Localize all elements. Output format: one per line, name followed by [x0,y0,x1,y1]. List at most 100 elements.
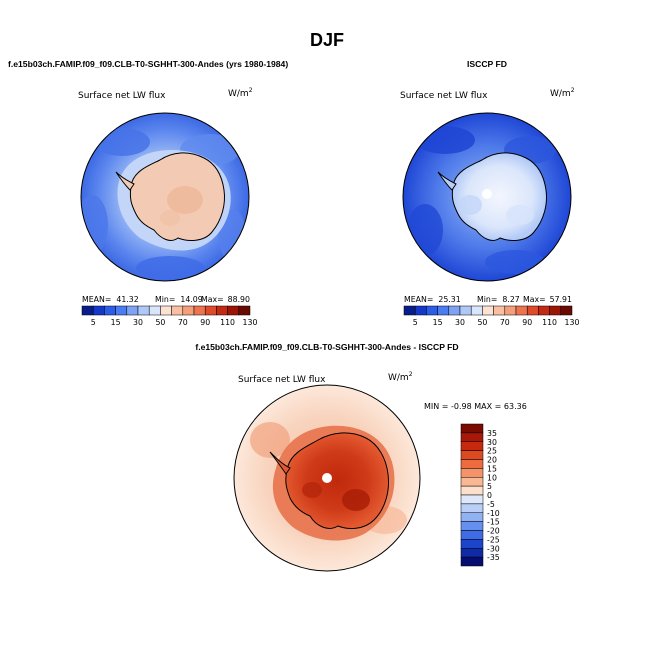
diff-polar-map [234,385,420,571]
model-colorbar-tick-label: 70 [178,318,188,327]
obs-colorbar-tick-label: 30 [455,318,465,327]
obs-colorbar-tick-label: 15 [433,318,443,327]
diff-colorbar-swatch [460,521,484,531]
model-min-label: Min= [155,295,175,304]
model-colorbar-swatch [204,305,217,316]
model-colorbar-tick-label: 5 [91,318,96,327]
obs-colorbar-swatch [515,305,528,316]
diff-colorbar-swatch [460,556,484,567]
model-colorbar-tick-label: 30 [133,318,143,327]
obs-colorbar-tick-label: 70 [500,318,510,327]
diff-colorbar-tick-label: 25 [487,447,497,456]
model-panel-header: f.e15b03ch.FAMIP.f09_f09.CLB-T0-SGHHT-30… [8,59,288,69]
diff-colorbar-swatch [460,539,484,549]
model-colorbar-swatch [148,305,161,316]
model-min-value: 14.09 [180,295,202,304]
diff-colorbar-tick-label: -15 [487,518,500,527]
diff-colorbar-tick-label: -30 [487,544,500,553]
obs-mean-label: MEAN= [404,295,433,304]
diff-colorbar-swatch [460,548,484,558]
diff-colorbar-tick-label: 35 [487,429,497,438]
diff-colorbar-tick-label: -35 [487,553,500,562]
model-colorbar-swatch [160,305,172,316]
model-colorbar-swatch [104,305,116,316]
model-polar-map [81,113,249,281]
model-colorbar-swatch [216,305,228,316]
diff-colorbar-swatch [460,423,484,434]
diff-colorbar-swatch [460,512,484,522]
obs-min-label: Min= [477,295,497,304]
obs-colorbar-swatch [560,305,573,316]
model-max-value: 88.90 [228,295,250,304]
model-colorbar-tick-label: 130 [243,318,258,327]
model-colorbar-tick-label: 15 [111,318,121,327]
obs-colorbar-swatch [526,305,539,316]
model-colorbar-swatch [182,305,195,316]
obs-colorbar-tick-label: 110 [542,318,557,327]
obs-mean-value: 25.31 [438,295,460,304]
model-max-label: Max= [201,295,224,304]
figure-title: DJF [310,30,344,50]
model-mean-value: 41.32 [116,295,138,304]
obs-variable-label: Surface net LW flux [400,91,488,101]
obs-colorbar-tick-label: 90 [522,318,532,327]
diff-colorbar-swatch [460,468,484,478]
model-colorbar-tick-label: 50 [155,318,165,327]
obs-units-label: W/m2 [550,87,575,99]
diff-colorbar-tick-label: 20 [487,456,497,465]
diff-colorbar-tick-label: 30 [487,438,497,447]
obs-colorbar-swatch [470,305,483,316]
obs-colorbar-swatch [403,305,416,316]
model-colorbar-labels: 5 15 30 50 70 90 110 130 [91,318,258,327]
model-colorbar-swatch [227,305,240,316]
obs-pole-hole [482,189,492,199]
obs-colorbar-tick-label: 50 [477,318,487,327]
obs-polar-map [403,113,571,281]
model-colorbar-swatch [193,305,206,316]
svg-text:Max=57.91: Max= 57.91 [523,295,572,304]
model-variable-label: Surface net LW flux [78,91,166,101]
model-mean-label: MEAN= [82,295,111,304]
diff-pole-hole [322,473,332,483]
obs-colorbar-swatch [504,305,517,316]
diff-colorbar-tick-label: -20 [487,527,500,536]
diff-variable-label: Surface net LW flux [238,375,326,385]
obs-colorbar [403,305,573,316]
svg-text:Min=8.27: Min= 8.27 [477,295,520,304]
diff-colorbar-swatch [460,459,484,469]
model-colorbar-swatch [137,305,150,316]
obs-colorbar-tick-label: 130 [565,318,580,327]
model-colorbar [81,305,251,316]
obs-colorbar-swatch [538,305,550,316]
diff-colorbar-tick-label: -10 [487,509,500,518]
obs-panel-header: ISCCP FD [467,59,507,69]
diff-map-panel: Surface net LW flux W/m2 MIN = -0.98 MAX… [233,371,527,572]
obs-min-value: 8.27 [502,295,519,304]
diff-colorbar-swatch [460,441,484,451]
obs-colorbar-swatch [493,305,506,316]
obs-colorbar-labels: 5 15 30 50 70 90 110 130 [413,318,580,327]
model-colorbar-swatch [126,305,139,316]
model-map-panel: Surface net LW flux W/m2 MEAN= 41.32 Min=… [78,87,258,327]
diff-colorbar-swatch [460,432,484,442]
diff-colorbar-tick-label: 10 [487,473,497,482]
diff-colorbar-tick-label: 5 [487,482,492,491]
svg-text:MEAN=25.31: MEAN= 25.31 [404,295,461,304]
model-colorbar-swatch [115,305,128,316]
diff-colorbar-tick-label: -5 [487,500,495,509]
svg-text:Max=88.90: Max= 88.90 [201,295,250,304]
model-colorbar-tick-label: 110 [220,318,235,327]
model-units-label: W/m2 [228,87,253,99]
diff-colorbar-tick-label: 15 [487,464,497,473]
model-colorbar-swatch [238,305,251,316]
diff-colorbar-tick-label: -25 [487,535,500,544]
model-colorbar-swatch [171,305,184,316]
diff-colorbar-swatch [460,494,484,505]
diff-colorbar-swatch [460,530,484,540]
obs-colorbar-swatch [482,305,494,316]
svg-text:Min=14.09: Min= 14.09 [155,295,203,304]
diff-colorbar [460,423,484,567]
diff-colorbar-swatch [460,477,484,487]
